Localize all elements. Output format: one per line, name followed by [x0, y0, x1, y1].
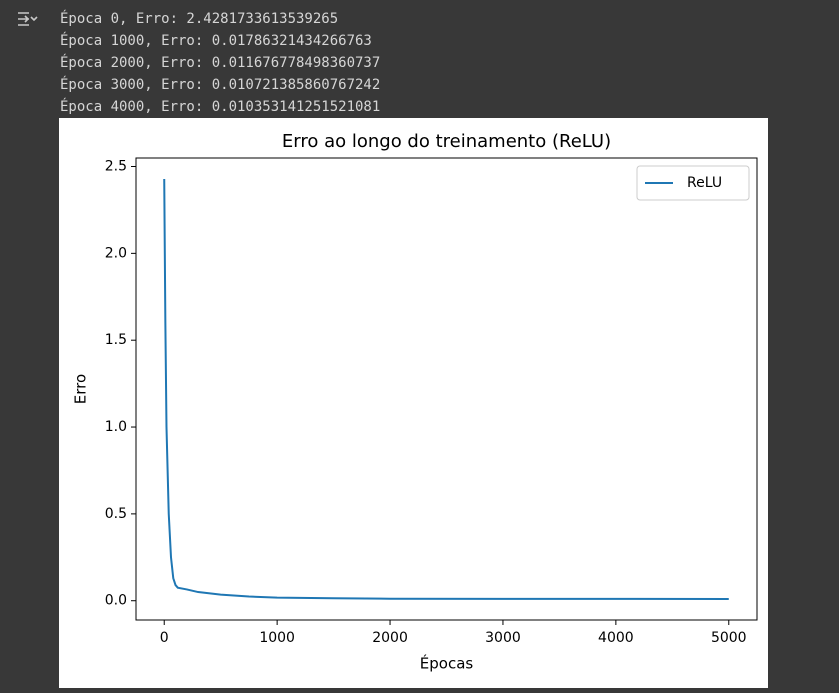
- legend-box: [636, 165, 750, 201]
- x-tick-label: 5000: [711, 630, 747, 646]
- console-line: Época 0, Erro: 2.4281733613539265: [60, 11, 339, 27]
- x-tick-label: 2000: [372, 630, 408, 646]
- x-tick-label: 3000: [485, 630, 521, 646]
- console-line: Época 2000, Erro: 0.011676778498360737: [60, 55, 381, 71]
- x-tick-label: 1000: [259, 630, 295, 646]
- console-output: Época 0, Erro: 2.4281733613539265 Época 1…: [60, 8, 380, 118]
- y-tick-label: 0.0: [105, 593, 127, 609]
- line-series: [163, 179, 729, 600]
- y-tick-label: 2.0: [105, 245, 127, 261]
- y-tick-label: 1.0: [105, 419, 127, 435]
- output-icon[interactable]: [16, 10, 38, 28]
- console-line: Época 1000, Erro: 0.01786321434266763: [60, 33, 372, 49]
- console-line: Época 4000, Erro: 0.010353141251521081: [60, 99, 381, 115]
- y-tick-label: 2.5: [105, 159, 127, 175]
- chart: Erro ao longo do treinamento (ReLU) 0 1000…: [59, 118, 768, 688]
- y-tick-label: 0.5: [105, 506, 127, 522]
- axes-frame: [135, 157, 758, 621]
- chart-title: Erro ao longo do treinamento (ReLU): [282, 131, 611, 152]
- y-tick-label: 1.5: [105, 332, 127, 348]
- console-line: Época 3000, Erro: 0.010721385860767242: [60, 77, 381, 93]
- x-axis-label: Épocas: [420, 654, 474, 673]
- legend-label: ReLU: [687, 175, 722, 191]
- y-axis-label: Erro: [72, 374, 90, 404]
- x-tick-label: 4000: [598, 630, 634, 646]
- x-tick-label: 0: [160, 630, 169, 646]
